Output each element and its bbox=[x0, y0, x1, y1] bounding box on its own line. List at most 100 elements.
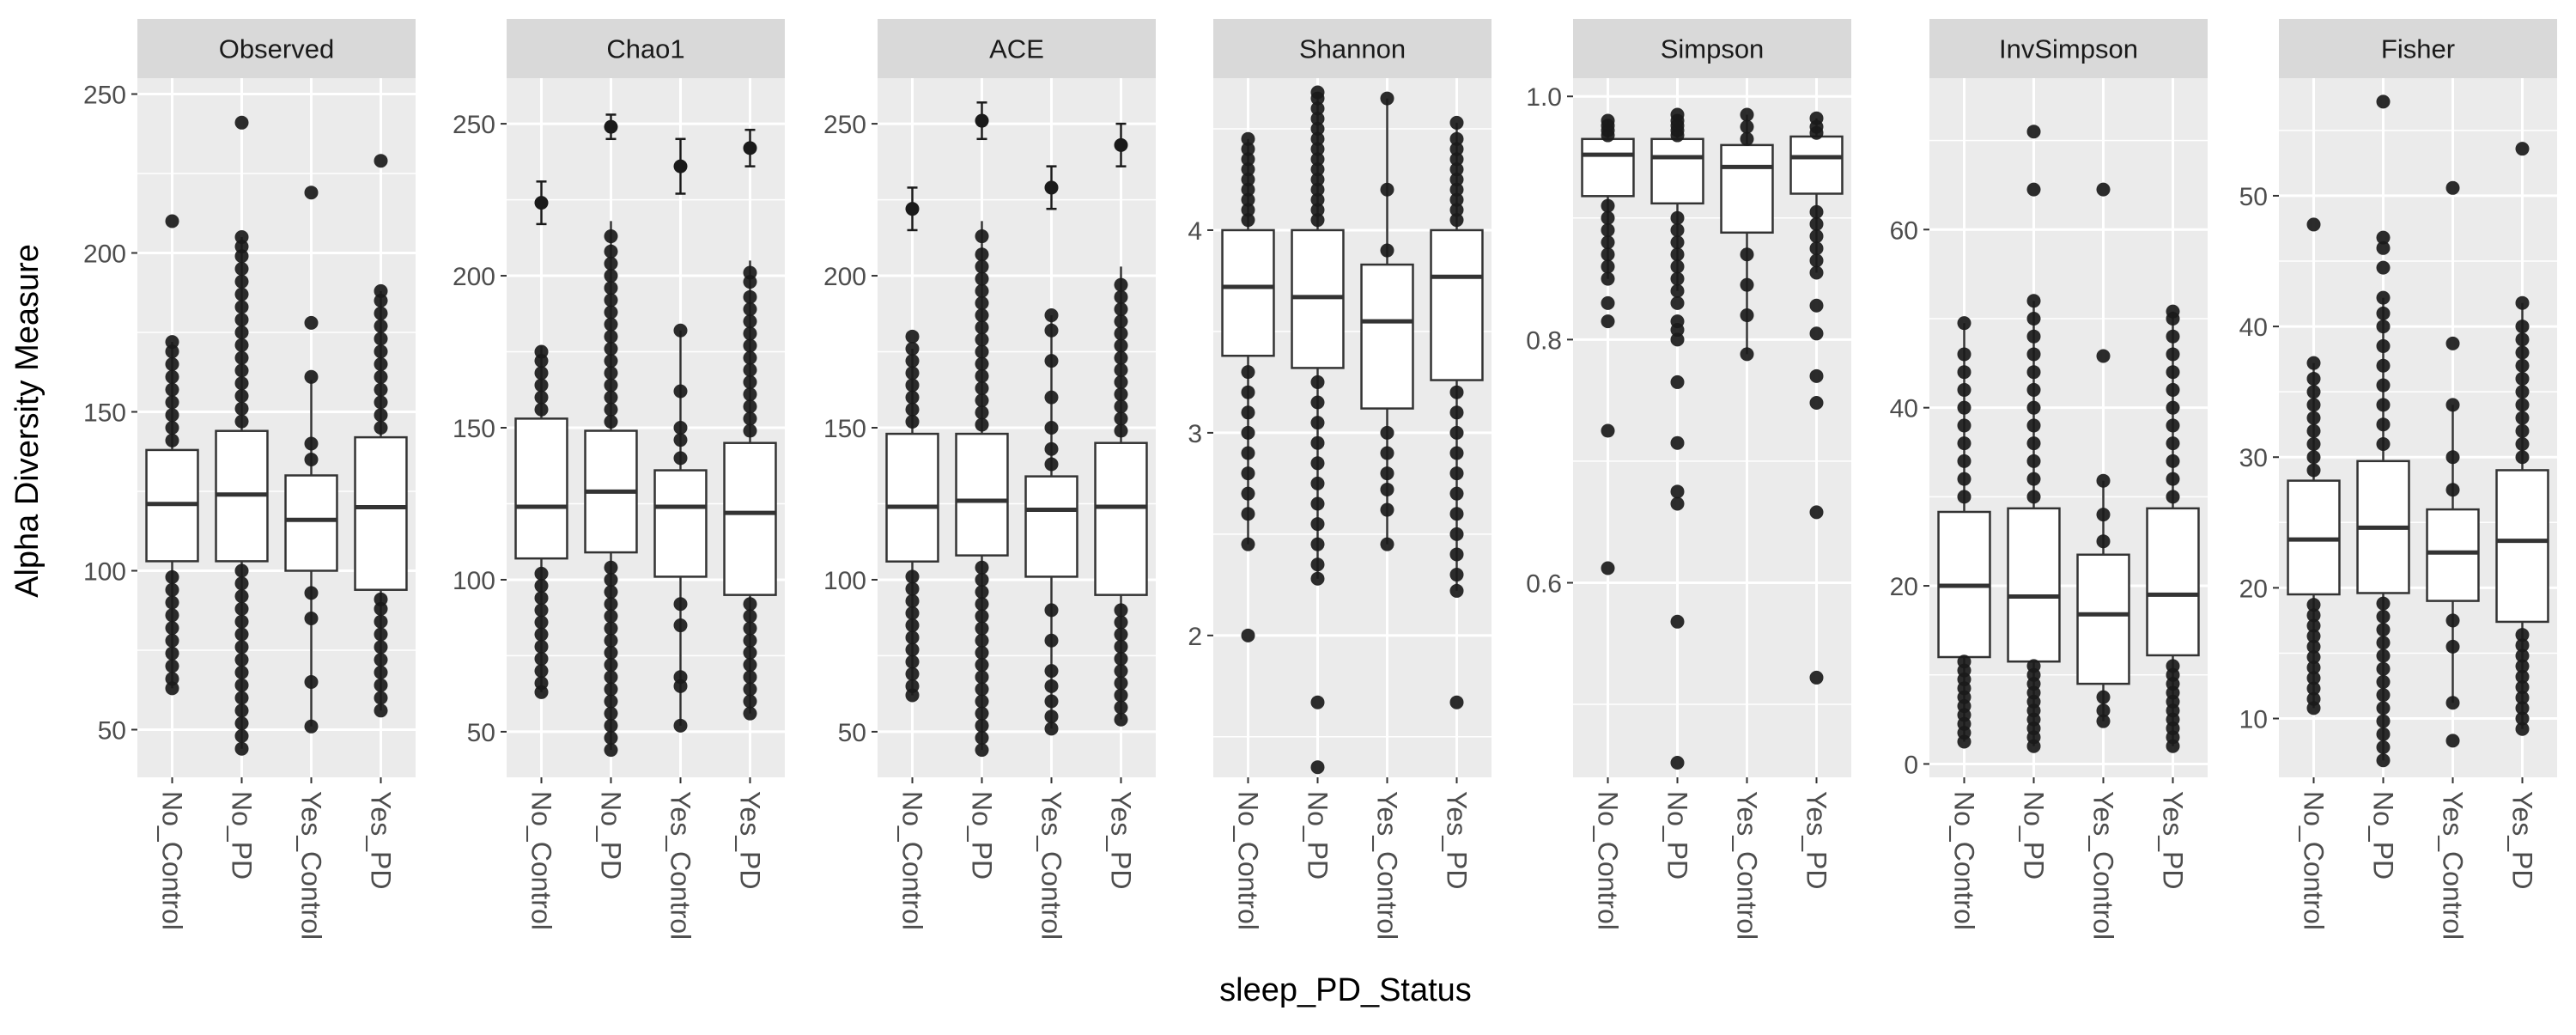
y-tick-label: 20 bbox=[1890, 573, 1918, 601]
data-point bbox=[534, 639, 549, 654]
data-point bbox=[604, 670, 618, 685]
data-point bbox=[1310, 517, 1325, 532]
data-point bbox=[1740, 308, 1754, 323]
data-point bbox=[2306, 450, 2321, 465]
data-point bbox=[1241, 446, 1255, 460]
data-point bbox=[905, 667, 920, 681]
data-point bbox=[234, 741, 249, 756]
x-tick-label: Yes_Control bbox=[1372, 791, 1403, 940]
data-point bbox=[2026, 294, 2041, 308]
data-point bbox=[2306, 671, 2321, 685]
data-point bbox=[975, 585, 989, 600]
data-point bbox=[165, 335, 179, 350]
data-point bbox=[374, 601, 388, 616]
data-point bbox=[1044, 180, 1059, 195]
data-point bbox=[1809, 241, 1824, 256]
data-point bbox=[374, 691, 388, 705]
data-point bbox=[2515, 669, 2530, 684]
data-point bbox=[1114, 688, 1128, 703]
data-point bbox=[2445, 734, 2460, 748]
data-point bbox=[604, 390, 618, 405]
facet-chao1: 50 100 150 200 250 Chao1 No_Control No_PD Yes_Co… bbox=[453, 19, 785, 940]
data-point bbox=[2376, 320, 2391, 334]
data-point bbox=[1310, 85, 1325, 100]
data-point bbox=[1449, 547, 1464, 562]
data-point bbox=[234, 728, 249, 743]
data-point bbox=[374, 294, 388, 307]
data-point bbox=[2376, 674, 2391, 689]
data-point bbox=[975, 229, 989, 244]
data-point bbox=[743, 706, 757, 721]
data-point bbox=[2306, 639, 2321, 654]
data-point bbox=[604, 560, 618, 575]
data-point bbox=[374, 306, 388, 320]
box-yes-pd bbox=[354, 154, 408, 718]
facet-fisher: 10 20 30 40 50 Fisher No_Control No_PD Yes_Contr… bbox=[2239, 19, 2557, 940]
data-point bbox=[1449, 385, 1464, 399]
data-point bbox=[234, 401, 249, 416]
box-iqr bbox=[1650, 137, 1704, 205]
data-point bbox=[1380, 446, 1394, 460]
data-point bbox=[673, 597, 688, 612]
x-tick-label: Yes_Control bbox=[665, 791, 696, 940]
data-point bbox=[743, 645, 757, 660]
y-tick-label: 250 bbox=[453, 111, 495, 139]
data-point bbox=[1670, 107, 1685, 122]
data-point bbox=[604, 317, 618, 332]
y-tick-label: 250 bbox=[823, 111, 866, 139]
data-point bbox=[604, 658, 618, 673]
data-point bbox=[1449, 182, 1464, 197]
box-no-control bbox=[885, 186, 939, 703]
data-point bbox=[374, 357, 388, 371]
data-point bbox=[1310, 192, 1325, 207]
data-point bbox=[1241, 131, 1255, 146]
data-point bbox=[2376, 753, 2391, 768]
x-tick-label: Yes_PD bbox=[1106, 791, 1137, 889]
data-point bbox=[975, 308, 989, 323]
data-point bbox=[975, 597, 989, 612]
data-point bbox=[1310, 571, 1325, 586]
data-point bbox=[1241, 365, 1255, 380]
data-point bbox=[975, 320, 989, 335]
facet-strip bbox=[507, 19, 785, 78]
data-point bbox=[2515, 358, 2530, 373]
data-point bbox=[304, 675, 319, 689]
data-point bbox=[374, 319, 388, 333]
data-point bbox=[1957, 418, 1971, 433]
data-point bbox=[1957, 490, 1971, 504]
data-point bbox=[1114, 651, 1128, 666]
box-iqr bbox=[2146, 507, 2200, 657]
data-point bbox=[905, 390, 920, 405]
facet-strip bbox=[878, 19, 1156, 78]
data-point bbox=[165, 672, 179, 686]
data-point bbox=[1044, 694, 1059, 709]
data-point bbox=[1670, 210, 1685, 225]
x-tick-label: Yes_PD bbox=[2507, 791, 2538, 889]
data-point bbox=[604, 633, 618, 648]
data-point bbox=[673, 384, 688, 399]
box-no-control bbox=[1581, 113, 1635, 575]
data-point bbox=[2306, 217, 2321, 232]
data-point bbox=[2166, 418, 2180, 433]
data-point bbox=[975, 368, 989, 383]
box-no-control bbox=[2287, 217, 2341, 715]
data-point bbox=[304, 369, 319, 384]
data-point bbox=[2515, 450, 2530, 465]
data-point bbox=[975, 633, 989, 648]
data-point bbox=[2445, 483, 2460, 497]
data-point bbox=[1740, 247, 1754, 262]
data-point bbox=[2306, 608, 2321, 623]
y-tick-label: 100 bbox=[453, 567, 495, 595]
data-point bbox=[1310, 152, 1325, 167]
data-point bbox=[1044, 308, 1059, 323]
data-point bbox=[374, 640, 388, 654]
data-point bbox=[2026, 659, 2041, 673]
data-point bbox=[975, 706, 989, 721]
x-tick-label: No_Control bbox=[157, 791, 188, 930]
data-point bbox=[234, 240, 249, 254]
box-iqr bbox=[955, 432, 1009, 557]
data-point bbox=[2445, 180, 2460, 195]
data-point bbox=[234, 640, 249, 654]
data-point bbox=[234, 716, 249, 731]
data-point bbox=[234, 287, 249, 301]
